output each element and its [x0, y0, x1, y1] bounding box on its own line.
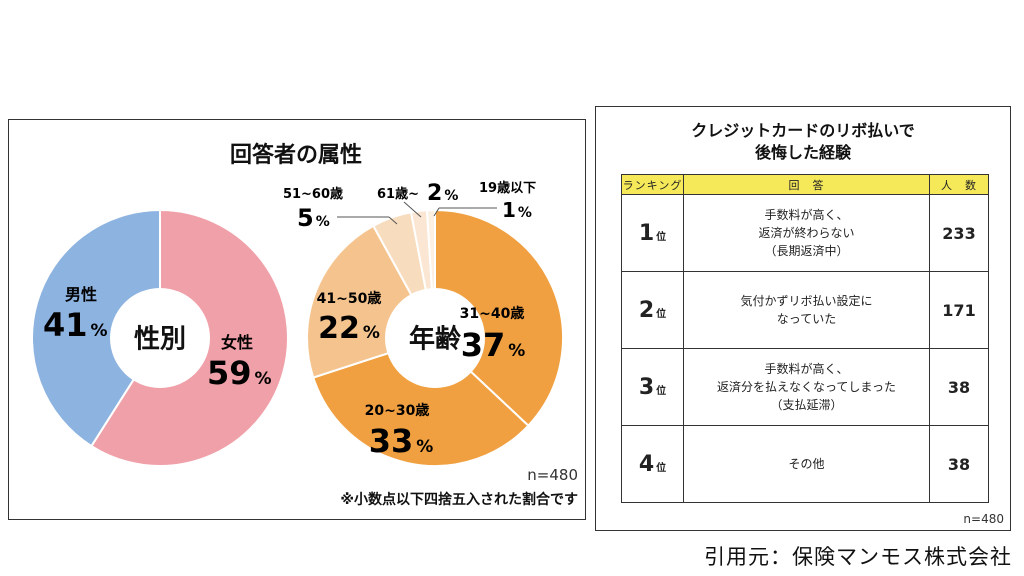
age-label-under19: 19歳以下 [479, 180, 536, 196]
count-cell: 38 [929, 348, 989, 426]
rank-number: 4 [638, 451, 655, 477]
gender-value-female: 59% [207, 354, 272, 392]
rank-unit: 位 [656, 231, 667, 243]
rank-number: 2 [638, 297, 655, 323]
gender-value-male: 41% [43, 306, 108, 344]
age-label-61plus: 61歳~ [377, 186, 419, 202]
age-value-20-30: 33% [369, 422, 434, 460]
gender-pie: 性別 [31, 208, 289, 467]
answer-cell: その他 [683, 425, 930, 503]
source-citation: 引用元：保険マンモス株式会社 [704, 545, 1012, 569]
age-value-under19: 1% [502, 198, 532, 222]
age-value-61plus: 2% [427, 181, 458, 206]
leader-line-under19b [433, 207, 440, 217]
age-center-label: 年齢 [409, 323, 462, 354]
rank-unit: 位 [656, 385, 667, 397]
answer-line: 返済分を払えなくなってしまった [717, 380, 896, 394]
header-ranking: ランキング [621, 174, 684, 195]
count-cell: 38 [929, 425, 989, 503]
attributes-n: n=480 [527, 466, 578, 484]
gender-label-male: 男性 [65, 285, 97, 304]
attributes-title: 回答者の属性 [230, 142, 362, 168]
rank-number: 1 [638, 220, 655, 246]
rank-unit: 位 [656, 308, 667, 320]
answer-line: その他 [788, 457, 825, 471]
answer-line: （長期返済中） [764, 244, 849, 258]
age-label-31-40: 31~40歳 [460, 305, 525, 322]
answer-line: 返済が終わらない [758, 226, 855, 240]
table-header-row: ランキング 回 答 人 数 [621, 174, 989, 195]
rank-number: 3 [638, 374, 655, 400]
answer-line: 手数料が高く、 [764, 208, 849, 222]
header-answer: 回 答 [683, 174, 930, 195]
gender-center-hole [110, 288, 210, 388]
age-pie: 年齢 [306, 208, 564, 467]
answer-line: 手数料が高く、 [764, 362, 849, 376]
age-value-31-40: 37% [461, 326, 526, 364]
rounding-note: ※小数点以下四捨五入された割合です [340, 491, 578, 508]
age-slice-0 [434, 208, 564, 428]
ranking-title-line2: 後悔した経験 [754, 143, 851, 162]
age-label-20-30: 20~30歳 [365, 402, 430, 419]
age-slice-1 [312, 336, 530, 467]
age-value-51-60: 5% [297, 204, 330, 232]
answer-line: なっていた [776, 312, 837, 326]
answer-cell: 手数料が高く、 返済分を払えなくなってしまった （支払延滞） [683, 348, 930, 426]
respondent-attributes-panel: 回答者の属性 性別 年齢 男性 41% 女性 59% 31~40歳 37% 20… [8, 119, 586, 520]
count-cell: 233 [929, 194, 989, 272]
age-value-41-50: 22% [318, 311, 380, 346]
leader-line-51-60b [388, 216, 398, 225]
gender-slice-1 [31, 208, 161, 448]
header-count: 人 数 [929, 174, 989, 195]
count-cell: 171 [929, 271, 989, 349]
answer-cell: 気付かずリボ払い設定に なっていた [683, 271, 930, 349]
rank-unit: 位 [656, 462, 667, 474]
gender-label-female: 女性 [221, 333, 253, 352]
gender-center-label: 性別 [134, 324, 186, 354]
age-center-hole [385, 288, 485, 388]
age-label-41-50: 41~50歳 [317, 290, 382, 307]
answer-cell: 手数料が高く、 返済が終わらない （長期返済中） [683, 194, 930, 272]
leader-line-61plus [403, 201, 422, 218]
ranking-title-line1: クレジットカードのリボ払いで [691, 121, 915, 140]
age-label-51-60: 51~60歳 [283, 186, 343, 202]
answer-line: （支払延滞） [770, 398, 843, 412]
attributes-chart-svg: 回答者の属性 性別 年齢 男性 41% 女性 59% 31~40歳 37% 20… [31, 142, 578, 508]
ranking-n: n=480 [963, 512, 1004, 526]
answer-line: 気付かずリボ払い設定に [740, 294, 873, 308]
